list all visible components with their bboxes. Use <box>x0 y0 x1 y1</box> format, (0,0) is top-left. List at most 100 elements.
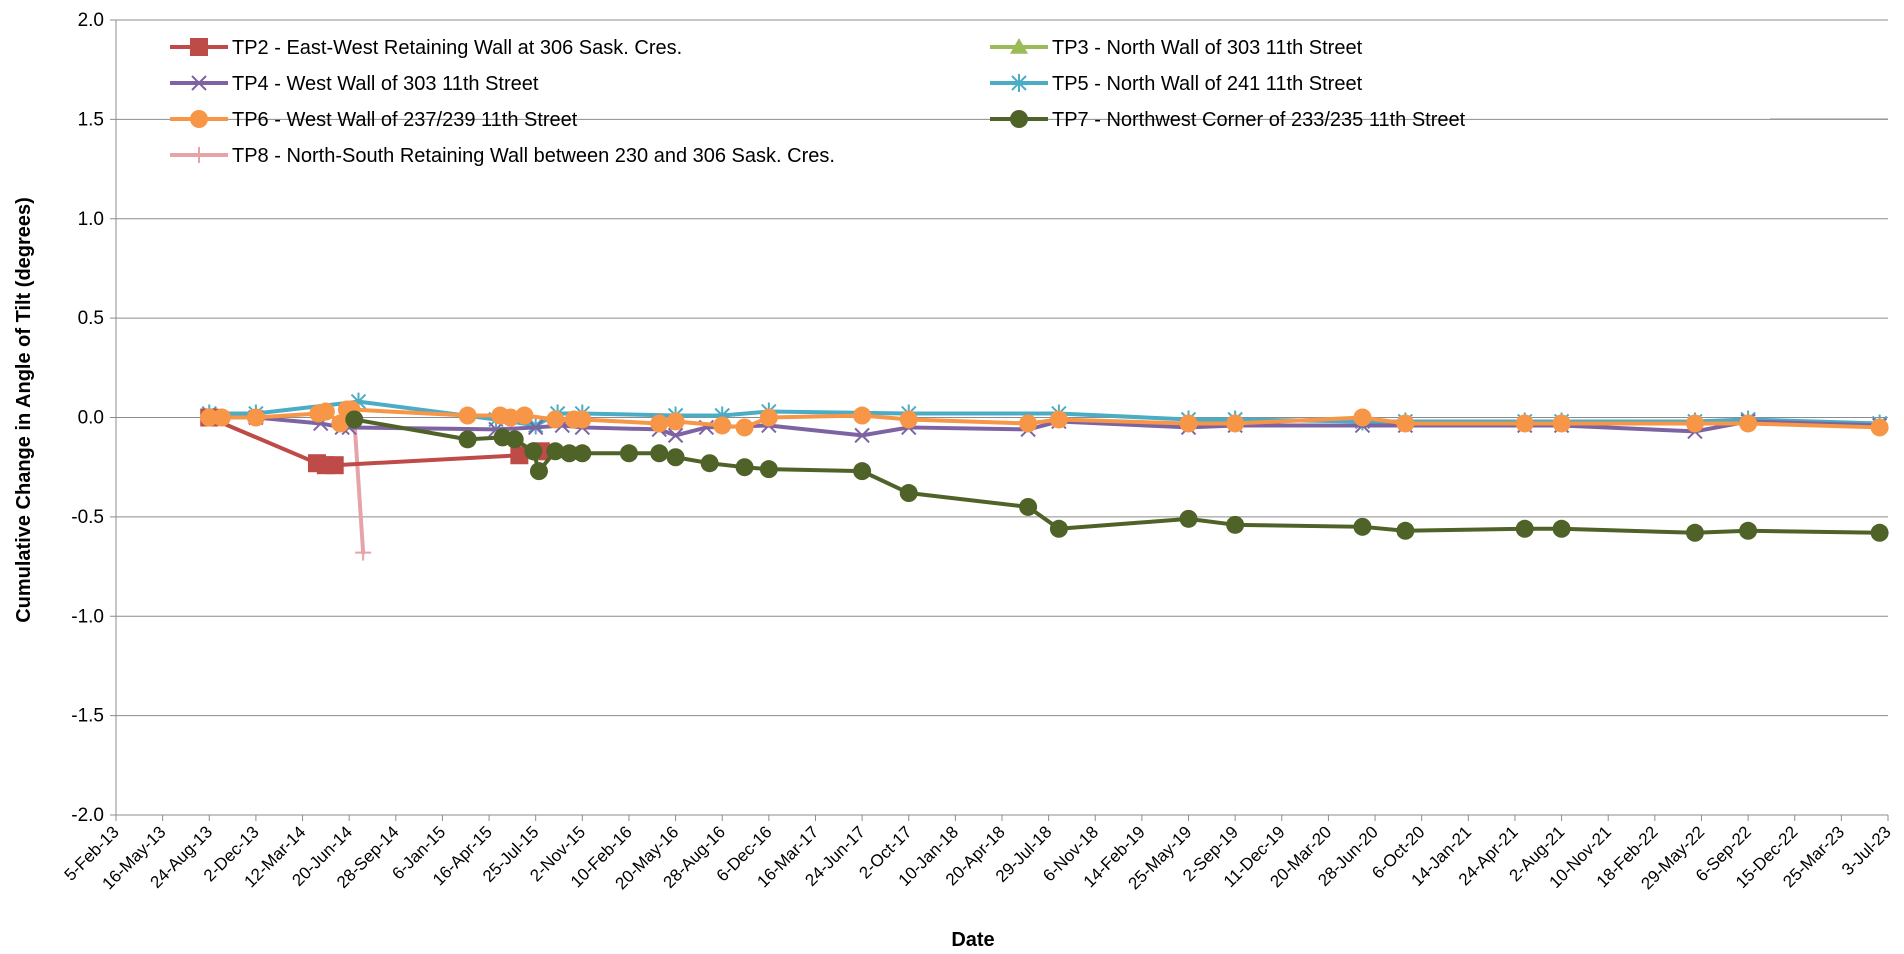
data-point <box>666 448 685 467</box>
data-point <box>1049 519 1068 538</box>
y-tick-label: 0.5 <box>78 308 104 329</box>
data-point <box>1685 523 1704 542</box>
legend-label: TP6 - West Wall of 237/239 11th Street <box>232 109 578 131</box>
data-point <box>853 406 872 425</box>
legend: TP2 - East-West Retaining Wall at 306 Sa… <box>170 37 1888 167</box>
y-tick-label: -1.0 <box>71 606 104 627</box>
y-tick-label: -0.5 <box>71 507 104 528</box>
data-point <box>899 484 918 503</box>
series-tp7 <box>345 410 1889 542</box>
data-point <box>700 454 719 473</box>
legend-label: TP3 - North Wall of 303 11th Street <box>1052 37 1363 59</box>
data-point <box>1353 408 1372 427</box>
data-point <box>1739 521 1758 540</box>
data-point <box>759 460 778 479</box>
data-point <box>619 444 638 463</box>
data-point <box>1049 410 1068 429</box>
data-point <box>666 412 685 431</box>
data-point <box>316 402 335 421</box>
data-point <box>853 462 872 481</box>
legend-swatch-marker <box>1010 38 1028 54</box>
data-point <box>1019 414 1038 433</box>
data-point <box>325 456 344 475</box>
data-point <box>1353 517 1372 536</box>
data-point <box>331 414 350 433</box>
data-point <box>501 408 520 427</box>
legend-label: TP8 - North-South Retaining Wall between… <box>232 145 835 167</box>
data-point <box>1685 414 1704 433</box>
series-line <box>352 417 366 555</box>
data-point <box>458 406 477 425</box>
data-point <box>1552 519 1571 538</box>
data-point <box>1552 414 1571 433</box>
data-point <box>345 410 364 429</box>
data-point <box>546 442 565 461</box>
data-point <box>735 458 754 477</box>
y-axis-title: Cumulative Change in Angle of Tilt (degr… <box>13 197 35 623</box>
legend-label: TP7 - Northwest Corner of 233/235 11th S… <box>1052 109 1466 131</box>
legend-entry: TP6 - West Wall of 237/239 11th Street <box>170 109 578 131</box>
data-point <box>1515 519 1534 538</box>
data-point <box>505 430 524 449</box>
legend-label: TP4 - West Wall of 303 11th Street <box>232 73 539 95</box>
data-point <box>1739 414 1758 433</box>
data-point <box>1396 414 1415 433</box>
legend-label: TP2 - East-West Retaining Wall at 306 Sa… <box>232 37 682 59</box>
y-tick-label: -1.5 <box>71 706 104 727</box>
legend-entry: TP2 - East-West Retaining Wall at 306 Sa… <box>170 37 682 59</box>
data-point <box>1515 414 1534 433</box>
data-point <box>573 444 592 463</box>
data-point <box>650 444 669 463</box>
data-point <box>573 410 592 429</box>
legend-swatch-marker <box>1011 74 1027 92</box>
legend-swatch-marker <box>191 75 207 91</box>
data-point <box>1019 497 1038 516</box>
data-point <box>1179 509 1198 528</box>
data-point <box>650 414 669 433</box>
data-point <box>515 406 534 425</box>
data-point <box>510 446 529 465</box>
y-tick-label: -2.0 <box>71 805 104 826</box>
data-point <box>1226 515 1245 534</box>
data-point <box>713 416 732 435</box>
x-tick-label: 3-Jul-23 <box>1838 822 1895 879</box>
legend-entry: TP8 - North-South Retaining Wall between… <box>170 145 835 167</box>
y-tick-label: 0.0 <box>78 408 104 429</box>
data-point <box>735 418 754 437</box>
data-point <box>212 408 231 427</box>
data-point <box>560 444 579 463</box>
data-point <box>667 427 684 444</box>
series-tp6 <box>200 400 1889 437</box>
legend-swatch-marker <box>1010 110 1028 128</box>
data-point <box>759 408 778 427</box>
data-point <box>200 408 219 427</box>
legend-entry: TP5 - North Wall of 241 11th Street <box>990 73 1363 95</box>
legend-label: TP5 - North Wall of 241 11th Street <box>1052 73 1363 95</box>
legend-swatch-marker <box>190 38 208 56</box>
y-tick-label: 1.0 <box>78 209 104 230</box>
data-point <box>527 419 544 436</box>
data-point <box>899 410 918 429</box>
data-point <box>458 430 477 449</box>
data-point <box>1870 418 1889 437</box>
axes: 2.01.51.00.50.0-0.5-1.0-1.5-2.05-Feb-131… <box>61 10 1895 893</box>
legend-entry: TP7 - Northwest Corner of 233/235 11th S… <box>990 109 1466 131</box>
legend-swatch-marker <box>191 147 207 163</box>
x-axis-title: Date <box>951 929 994 951</box>
data-point <box>355 544 372 561</box>
series-line <box>352 417 1882 535</box>
series-tp8 <box>346 411 372 561</box>
legend-entry: TP4 - West Wall of 303 11th Street <box>170 73 539 95</box>
series-layer <box>200 392 1889 561</box>
y-tick-label: 2.0 <box>78 10 104 31</box>
y-tick-label: 1.5 <box>78 109 104 130</box>
data-point <box>529 462 548 481</box>
data-point <box>524 442 543 461</box>
data-point <box>1396 521 1415 540</box>
data-point <box>1179 414 1198 433</box>
data-point <box>1226 414 1245 433</box>
data-point <box>854 427 870 444</box>
data-point <box>546 410 565 429</box>
gridlines <box>116 19 1888 816</box>
